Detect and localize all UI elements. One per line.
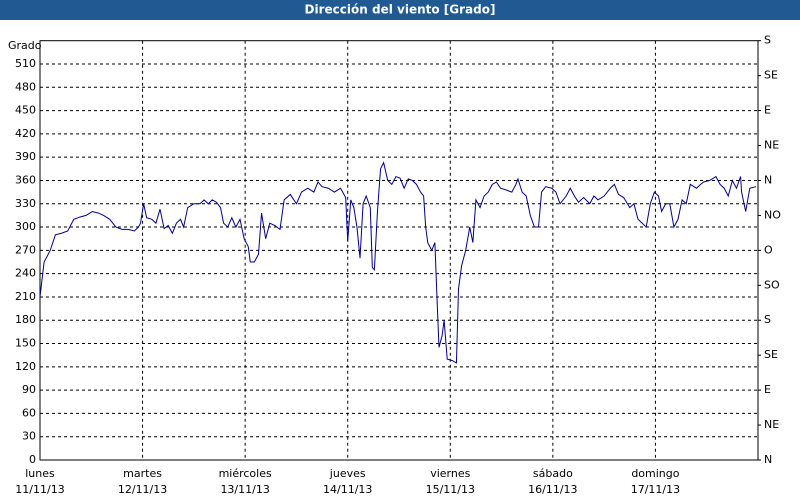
- x-tick-date: 17/11/13: [631, 483, 680, 496]
- x-tick-date: 14/11/13: [323, 483, 372, 496]
- x-tick-date: 15/11/13: [426, 483, 475, 496]
- y2-tick-label: E: [764, 104, 771, 117]
- plot-frame: [39, 40, 759, 461]
- x-tick-label: jueves: [329, 467, 366, 480]
- y-tick-label: 60: [22, 406, 36, 419]
- y-tick-label: 510: [15, 57, 36, 70]
- data-line: [39, 161, 757, 364]
- y2-tick-label: NO: [764, 208, 781, 221]
- y-tick-label: 420: [15, 127, 36, 140]
- y2-tick-label: SO: [764, 278, 780, 291]
- y2-tick-label: N: [764, 173, 772, 186]
- y2-tick-label: S: [764, 34, 771, 47]
- y-tick-label: 330: [15, 197, 36, 210]
- x-tick-date: 16/11/13: [528, 483, 577, 496]
- x-tick-date: 13/11/13: [220, 483, 269, 496]
- y-tick-label: 120: [15, 360, 36, 373]
- y-tick-label: 30: [22, 430, 36, 443]
- y-tick-label: 390: [15, 150, 36, 163]
- y-tick-label: 480: [15, 80, 36, 93]
- y-tick-label: 90: [22, 383, 36, 396]
- y2-tick-label: NE: [764, 139, 779, 152]
- y-tick-label: 180: [15, 313, 36, 326]
- y-tick-label: 0: [29, 453, 36, 466]
- x-tick-label: viernes: [430, 467, 470, 480]
- y-axis-label: Grado: [8, 39, 42, 52]
- x-tick-label: domingo: [631, 467, 679, 480]
- y-tick-label: 210: [15, 290, 36, 303]
- y2-tick-label: NE: [764, 418, 779, 431]
- y2-tick-label: E: [764, 383, 771, 396]
- x-tick-label: martes: [123, 467, 162, 480]
- y-tick-label: 270: [15, 243, 36, 256]
- x-tick-label: sábado: [533, 467, 573, 480]
- y-tick-label: 240: [15, 267, 36, 280]
- title-bar: [0, 0, 800, 20]
- y2-tick-label: N: [764, 453, 772, 466]
- y-tick-label: 360: [15, 173, 36, 186]
- y-tick-label: 300: [15, 220, 36, 233]
- x-tick-label: lunes: [25, 467, 55, 480]
- y2-tick-label: SE: [764, 348, 778, 361]
- y-tick-label: 150: [15, 337, 36, 350]
- y2-tick-label: S: [764, 313, 771, 326]
- y2-tick-label: O: [764, 243, 773, 256]
- y-tick-label: 450: [15, 104, 36, 117]
- y2-tick-label: SE: [764, 69, 778, 82]
- x-tick-date: 12/11/13: [118, 483, 167, 496]
- x-tick-label: miércoles: [219, 467, 272, 480]
- chart-title: Dirección del viento [Grado]: [305, 3, 496, 17]
- x-tick-date: 11/11/13: [15, 483, 64, 496]
